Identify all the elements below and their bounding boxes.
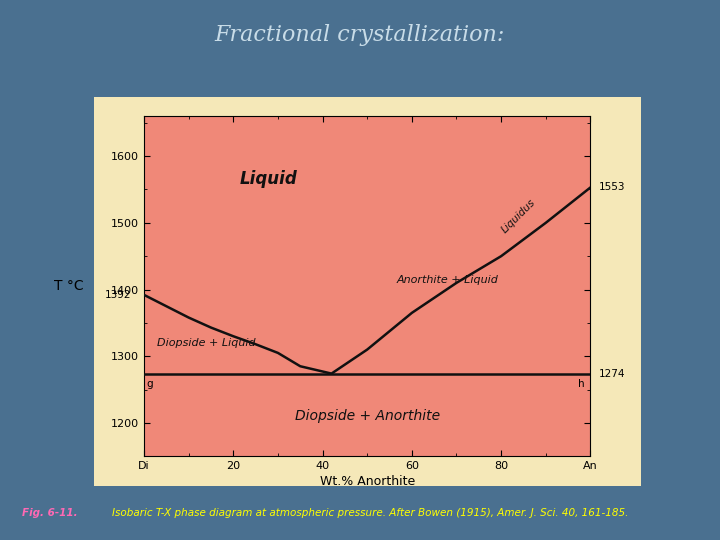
Text: Liquidus: Liquidus [500, 197, 538, 235]
Text: h: h [578, 379, 585, 389]
Text: 1274: 1274 [599, 369, 625, 379]
X-axis label: Wt.% Anorthite: Wt.% Anorthite [320, 475, 415, 488]
Text: 1392: 1392 [105, 290, 132, 300]
Text: Anorthite + Liquid: Anorthite + Liquid [397, 274, 498, 285]
Text: T °C: T °C [53, 279, 84, 293]
Text: Liquid: Liquid [240, 171, 298, 188]
Text: Diopside + Liquid: Diopside + Liquid [158, 338, 256, 348]
Text: Fractional crystallization:: Fractional crystallization: [215, 24, 505, 46]
Text: Fig. 6-11.: Fig. 6-11. [22, 508, 77, 518]
Text: g: g [146, 379, 153, 389]
Text: Isobaric T-X phase diagram at atmospheric pressure. After Bowen (1915), Amer. J.: Isobaric T-X phase diagram at atmospheri… [112, 508, 628, 518]
Text: Diopside + Anorthite: Diopside + Anorthite [294, 409, 440, 423]
Text: 1553: 1553 [599, 183, 625, 192]
